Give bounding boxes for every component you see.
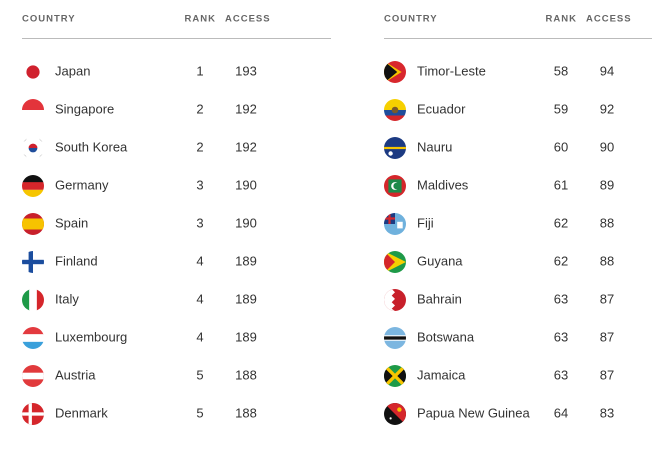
flag-icon [22,327,44,350]
rank: 4 [196,253,203,268]
flag-icon [384,137,406,159]
rank: 1 [196,63,203,78]
rank: 59 [554,101,568,116]
access: 190 [235,177,257,192]
access: 189 [235,329,257,344]
column-header: COUNTRY [22,14,76,25]
rank: 3 [196,177,203,192]
rank: 63 [554,329,568,344]
flag-icon [384,99,406,121]
access: 87 [600,291,614,306]
rank: 58 [554,63,568,78]
column-header: RANK [546,14,577,25]
flag-icon [22,137,44,159]
access: 189 [235,253,257,268]
tables: COUNTRY RANK ACCESS Japan 1 193 Singapore 2 192 S… [22,14,652,425]
access: 90 [600,139,614,154]
column-header: COUNTRY [384,14,438,25]
country-name: Germany [55,177,109,192]
access: 89 [600,177,614,192]
flag-icon [384,403,406,425]
access: 87 [600,367,614,382]
access: 188 [235,367,257,382]
flag-icon [384,327,406,349]
country-name: Denmark [55,405,108,420]
country-name: Nauru [417,139,452,154]
flag-icon [22,251,44,273]
flag-icon [22,365,44,387]
access: 189 [235,291,257,306]
country-name: Spain [55,215,88,230]
country-name: Timor-Leste [417,63,486,78]
access: 88 [600,253,614,268]
country-name: Italy [55,291,79,306]
access: 192 [235,101,257,116]
access: 83 [600,405,614,420]
country-name: Ecuador [417,101,466,116]
column-header: ACCESS [586,14,632,25]
flag-icon [22,289,45,311]
flag-icon [22,175,44,198]
flag-icon [22,403,44,425]
country-name: Papua New Guinea [417,405,531,420]
flag-icon [384,365,406,387]
access: 193 [235,63,257,78]
rank: 2 [196,101,203,116]
flag-icon [384,289,406,311]
country-name: Singapore [55,101,114,116]
column-header: ACCESS [225,14,271,25]
flag-icon [384,213,406,235]
rank: 62 [554,253,568,268]
rank: 64 [554,405,568,420]
access: 88 [600,215,614,230]
rank: 2 [196,139,203,154]
access: 87 [600,329,614,344]
country-name: Finland [55,253,98,268]
country-name: South Korea [55,139,128,154]
flag-icon [22,213,44,235]
flag-icon [384,251,406,273]
flag-icon [384,61,406,83]
rank: 3 [196,215,203,230]
access: 92 [600,101,614,116]
country-name: Fiji [417,215,434,230]
country-name: Japan [55,63,90,78]
flag-icon [384,175,406,197]
country-name: Botswana [417,329,475,344]
rank: 63 [554,367,568,382]
rank: 4 [196,291,203,306]
country-name: Bahrain [417,291,462,306]
country-name: Austria [55,367,96,382]
rank: 5 [196,405,203,420]
country-name: Jamaica [417,367,466,382]
access: 94 [600,63,614,78]
flag-icon [22,61,44,83]
rank: 63 [554,291,568,306]
flag-icon [22,99,44,121]
rank: 4 [196,329,203,344]
column-header: RANK [185,14,216,25]
rank: 61 [554,177,568,192]
access: 188 [235,405,257,420]
rank: 5 [196,367,203,382]
rank: 60 [554,139,568,154]
rank: 62 [554,215,568,230]
access: 192 [235,139,257,154]
country-name: Maldives [417,177,469,192]
access: 190 [235,215,257,230]
country-name: Luxembourg [55,329,127,344]
country-name: Guyana [417,253,463,268]
